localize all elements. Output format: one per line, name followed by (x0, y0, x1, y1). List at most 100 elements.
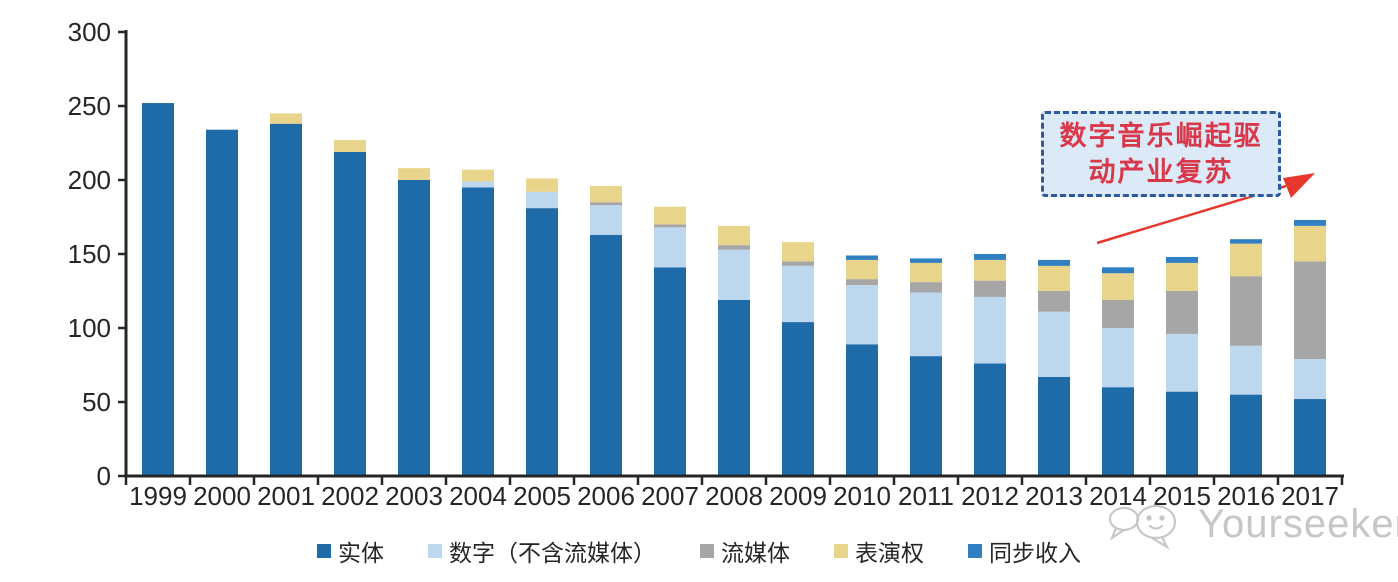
bar-segment-2012 (974, 259, 1006, 281)
bar-segment-2015 (1166, 391, 1198, 476)
x-tick-label: 2010 (833, 481, 891, 511)
y-tick-label: 300 (68, 17, 111, 47)
bar-segment-2017 (1294, 261, 1326, 360)
bar-segment-2010 (846, 259, 878, 280)
bar-segment-2004 (462, 169, 494, 182)
y-tick-label: 0 (97, 461, 111, 491)
bar-segment-2001 (270, 123, 302, 476)
bar-segment-2004 (462, 187, 494, 476)
x-tick-label: 2003 (385, 481, 443, 511)
bar-segment-2014 (1102, 267, 1134, 274)
bar-segment-2011 (910, 262, 942, 283)
bar-segment-2005 (526, 191, 558, 209)
bar-segment-2012 (974, 254, 1006, 260)
bar-segment-2007 (654, 224, 686, 228)
bar-segment-2006 (590, 185, 622, 203)
bar-segment-2012 (974, 296, 1006, 364)
chart-legend: 实体 数字（不含流媒体） 流媒体 表演权 同步收入 (0, 534, 1398, 568)
bar-segment-2002 (334, 151, 366, 476)
legend-label: 数字（不含流媒体） (449, 541, 656, 566)
bar-segment-2016 (1230, 239, 1262, 244)
bar-segment-2015 (1166, 333, 1198, 392)
legend-swatch-icon (834, 544, 848, 558)
bar-segment-2006 (590, 202, 622, 206)
bar-segment-2010 (846, 285, 878, 345)
bar-segment-2000 (206, 129, 238, 476)
legend-item-digital: 数字（不含流媒体） (428, 534, 656, 568)
legend-label: 表演权 (855, 541, 924, 566)
x-tick-label: 2000 (193, 481, 251, 511)
bar-segment-2016 (1230, 345, 1262, 395)
bar-segment-2006 (590, 234, 622, 476)
x-tick-label: 2006 (577, 481, 635, 511)
x-tick-label: 2014 (1089, 481, 1147, 511)
bar-segment-2013 (1038, 376, 1070, 476)
y-tick-label: 200 (68, 165, 111, 195)
bar-segment-2008 (718, 245, 750, 250)
watermark-text: Yourseeker (1198, 501, 1398, 546)
bar-segment-2015 (1166, 291, 1198, 334)
bar-segment-2011 (910, 292, 942, 357)
x-tick-label: 2011 (898, 481, 954, 511)
bar-segment-2012 (974, 363, 1006, 476)
bar-segment-2011 (910, 282, 942, 293)
legend-item-physical: 实体 (317, 534, 384, 568)
x-tick-label: 2009 (769, 481, 827, 511)
bar-segment-2017 (1294, 399, 1326, 476)
x-tick-label: 2002 (321, 481, 379, 511)
bar-segment-2014 (1102, 387, 1134, 476)
legend-label: 同步收入 (989, 541, 1081, 566)
bar-segment-2016 (1230, 276, 1262, 346)
bar-segment-2003 (398, 180, 430, 476)
x-tick-label: 2008 (705, 481, 763, 511)
bar-segment-2003 (398, 168, 430, 180)
annotation-text-line2: 动产业复苏 (1088, 157, 1234, 187)
bar-segment-2010 (846, 279, 878, 286)
bar-segment-2010 (846, 255, 878, 260)
bar-segment-2011 (910, 356, 942, 476)
bar-segment-2011 (910, 258, 942, 263)
legend-swatch-icon (428, 544, 442, 558)
y-tick-label: 150 (68, 239, 111, 269)
bar-segment-2008 (718, 299, 750, 476)
bar-segment-2009 (782, 265, 814, 323)
bar-segment-2008 (718, 225, 750, 246)
x-tick-label: 2017 (1281, 481, 1339, 511)
bar-segment-2015 (1166, 262, 1198, 291)
bar-segment-2010 (846, 344, 878, 476)
bar-segment-2009 (782, 242, 814, 262)
bar-segment-2001 (270, 113, 302, 124)
bar-segment-2002 (334, 140, 366, 152)
y-tick-label: 50 (82, 387, 111, 417)
x-tick-label: 2012 (961, 481, 1019, 511)
legend-label: 实体 (338, 541, 384, 566)
bar-segment-2013 (1038, 259, 1070, 266)
x-tick-label: 1999 (129, 481, 187, 511)
x-tick-label: 2001 (257, 481, 315, 511)
bar-segment-2005 (526, 178, 558, 192)
bar-segment-2014 (1102, 273, 1134, 300)
bar-segment-2013 (1038, 265, 1070, 291)
legend-item-performance-rights: 表演权 (834, 534, 924, 568)
y-tick-label: 100 (68, 313, 111, 343)
bar-segment-2006 (590, 205, 622, 235)
bar-segment-2013 (1038, 311, 1070, 377)
legend-item-sync: 同步收入 (968, 534, 1081, 568)
bar-segment-2015 (1166, 256, 1198, 263)
y-tick-label: 250 (68, 91, 111, 121)
bar-segment-2016 (1230, 394, 1262, 476)
legend-swatch-icon (968, 544, 982, 558)
watermark: Yourseeker (1104, 498, 1398, 550)
bar-segment-2007 (654, 227, 686, 268)
bar-segment-2009 (782, 322, 814, 476)
bar-segment-1999 (142, 103, 174, 476)
bar-segment-2005 (526, 208, 558, 476)
x-tick-label: 2013 (1025, 481, 1083, 511)
legend-swatch-icon (700, 544, 714, 558)
bar-segment-2007 (654, 267, 686, 476)
legend-item-streaming: 流媒体 (700, 534, 790, 568)
legend-swatch-icon (317, 544, 331, 558)
bar-segment-2007 (654, 206, 686, 225)
annotation-text-line1: 数字音乐崛起驱 (1059, 120, 1263, 151)
